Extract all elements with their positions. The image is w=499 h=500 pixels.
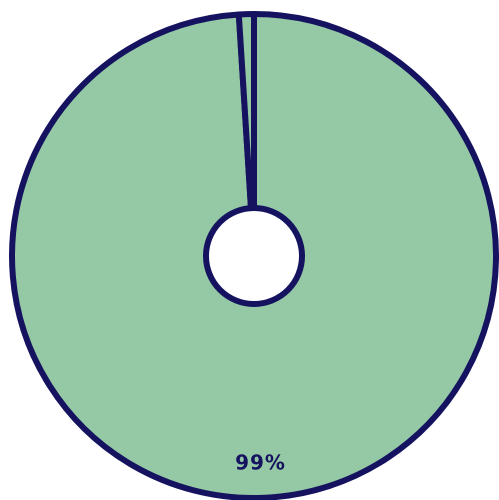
donut-center-hole	[203, 205, 305, 307]
slice-label-0: 99%	[235, 451, 286, 475]
slice-labels-group: 99%	[235, 451, 286, 475]
pie-slice-1	[235, 11, 257, 259]
